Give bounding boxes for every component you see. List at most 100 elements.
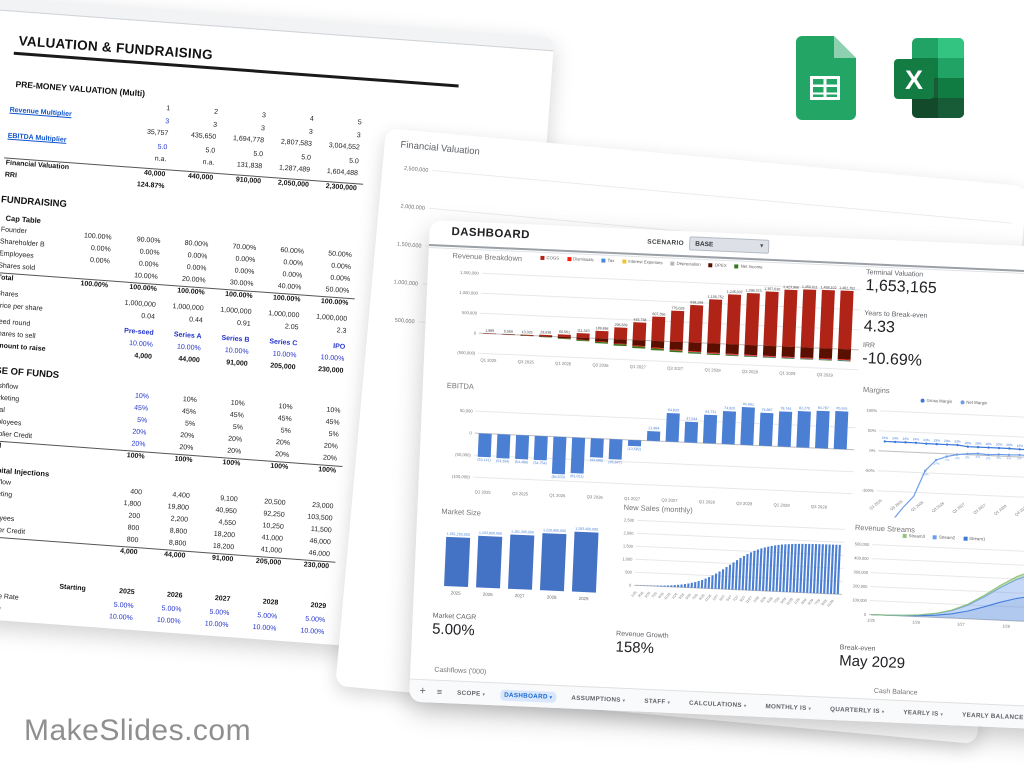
- tab-arrow-icon: ▾: [622, 697, 626, 703]
- bar-value-label: (81,021): [570, 474, 584, 479]
- y-tick-label: 500: [625, 569, 633, 574]
- tab-arrow-icon: ▾: [940, 711, 944, 717]
- x-tick-label: Q3 2028: [736, 501, 753, 507]
- legend-swatch: [902, 533, 907, 538]
- legend-item: Net Margin: [960, 399, 987, 405]
- tab-calculations[interactable]: CALCULATIONS ▾: [685, 697, 751, 711]
- legend-swatch: [601, 258, 606, 263]
- gridline: [870, 586, 1024, 597]
- column-header: 2029: [310, 602, 327, 611]
- y-tick-label: 1,000,000: [393, 279, 418, 287]
- x-tick-label: 3/25: [637, 591, 644, 599]
- x-tick-label: 2027: [515, 593, 526, 598]
- legend-swatch: [963, 536, 968, 541]
- tab-yearly-balance[interactable]: YEARLY BALANCE▾: [958, 709, 1024, 723]
- ebitda-bar: [496, 434, 511, 459]
- row-label: Supplier Credit: [0, 429, 33, 441]
- all-sheets-menu-icon[interactable]: ≡: [436, 686, 443, 697]
- legend-swatch: [932, 534, 937, 539]
- gross-margin-point: [883, 440, 886, 443]
- tab-staff[interactable]: STAFF ▾: [640, 695, 674, 707]
- net_income-segment: [837, 360, 851, 362]
- ebitda-bar: [515, 434, 530, 460]
- bar-value-label: (54,754): [533, 461, 547, 466]
- market-size-group: Market Size 1,051,250,000 2025 1,103,800,0…: [429, 506, 613, 616]
- point-label: -45%: [921, 472, 929, 476]
- tab-label: YEARLY IS: [903, 708, 939, 718]
- sheets-fold: [834, 36, 856, 58]
- new-sales-bar: [727, 564, 732, 590]
- y-tick-label: 300,000: [853, 569, 868, 575]
- ebitda-bar: [796, 411, 811, 448]
- row-label: Employees: [0, 513, 15, 524]
- new-sales-bar: [677, 584, 680, 588]
- tab-scope[interactable]: SCOPE ▾: [453, 687, 490, 700]
- bar-value-label: 21,884: [648, 426, 659, 430]
- gross-margin-point: [977, 445, 980, 449]
- x-tick-label: 11/26: [704, 594, 713, 603]
- new-sales-bar: [785, 544, 790, 592]
- gridline: [879, 430, 1024, 441]
- ebitda-group: EBITDA 50,000 0 (50,000) (100,000) (53,141) Q…: [434, 381, 863, 521]
- x-tick-label: Q3 2027: [667, 365, 684, 371]
- bar-value-label: 1,051,250,000: [447, 532, 470, 537]
- y-tick-label: 0: [864, 612, 867, 617]
- dismissals-segment: [650, 347, 664, 349]
- gross-margin-point: [956, 443, 959, 447]
- x-tick-label: 1/26: [912, 619, 921, 624]
- tax-segment: [800, 358, 814, 360]
- x-tick-label: Q1 2026: [549, 492, 566, 498]
- x-tick-label: Q3 2028: [1014, 505, 1024, 517]
- tab-yearly-is[interactable]: YEARLY IS ▾: [899, 706, 947, 719]
- bar-value-label: 1,245,037: [727, 290, 743, 295]
- tab-assumptions[interactable]: ASSUMPTIONS ▾: [567, 692, 629, 706]
- net-margin-point: [1007, 453, 1011, 457]
- new-sales-bar: [731, 562, 735, 590]
- watermark: MakeSlides.com: [24, 714, 252, 747]
- net-margin-point: [934, 458, 938, 462]
- scenario-dropdown[interactable]: BASE ▾: [688, 236, 770, 254]
- opex-segment: [539, 335, 553, 338]
- bar-value-label: 1,298,373: [745, 288, 761, 293]
- x-tick-label: Q3 2027: [973, 503, 987, 515]
- y-tick-label: 500,000: [394, 318, 414, 326]
- ebitda-bar: [815, 410, 830, 449]
- opex-segment: [576, 337, 590, 341]
- new-sales-bar: [816, 544, 821, 594]
- legend-label: Stream2: [938, 534, 956, 541]
- gross-margin-point: [987, 446, 990, 449]
- tab-quarterly-is[interactable]: QUARTERLY IS ▾: [826, 703, 889, 717]
- x-tick-label: 7/26: [691, 593, 698, 601]
- cell: 5.00%: [305, 615, 326, 625]
- x-tick-label: 1/29: [793, 597, 800, 605]
- tax-segment: [706, 353, 720, 355]
- net-margin-point: [997, 453, 1000, 456]
- new-sales-bar: [704, 578, 707, 589]
- new-sales-bar: [734, 560, 739, 590]
- cell: 46,000: [309, 537, 332, 547]
- x-tick-label: 1/27: [957, 621, 966, 626]
- add-sheet-icon[interactable]: +: [419, 684, 427, 698]
- point-label: 4%: [996, 456, 1001, 460]
- new-sales-chart: 2,500 2,000 1,500 1,000 500 0 1/25 3/25 5/25 7/25…: [622, 517, 845, 608]
- revenue-bar: [520, 334, 534, 336]
- point-label: 2%: [965, 455, 970, 459]
- x-tick-label: 7/28: [773, 597, 780, 605]
- x-tick-label: 5/28: [766, 596, 773, 604]
- tab-dashboard[interactable]: DASHBOARD ▾: [499, 689, 557, 703]
- cell: 23,000: [311, 501, 334, 511]
- ebitda-bar: [665, 412, 680, 443]
- tab-arrow-icon: ▾: [808, 705, 812, 711]
- legend-label: Gross Margin: [926, 397, 953, 404]
- new-sales-bar: [649, 585, 652, 587]
- x-tick-label: 1/27: [712, 594, 719, 602]
- bar-value-label: 64,833: [668, 408, 679, 412]
- tax-segment: [725, 354, 739, 356]
- dismissals-segment: [632, 345, 646, 347]
- x-tick-label: 5/26: [685, 593, 692, 601]
- gross-margin-point: [945, 443, 949, 446]
- tab-monthly-is[interactable]: MONTHLY IS ▾: [761, 700, 815, 713]
- x-tick-label: Q3 2029: [817, 372, 834, 378]
- y-tick-label: 0%: [869, 448, 876, 453]
- revenue-bar: [576, 333, 590, 339]
